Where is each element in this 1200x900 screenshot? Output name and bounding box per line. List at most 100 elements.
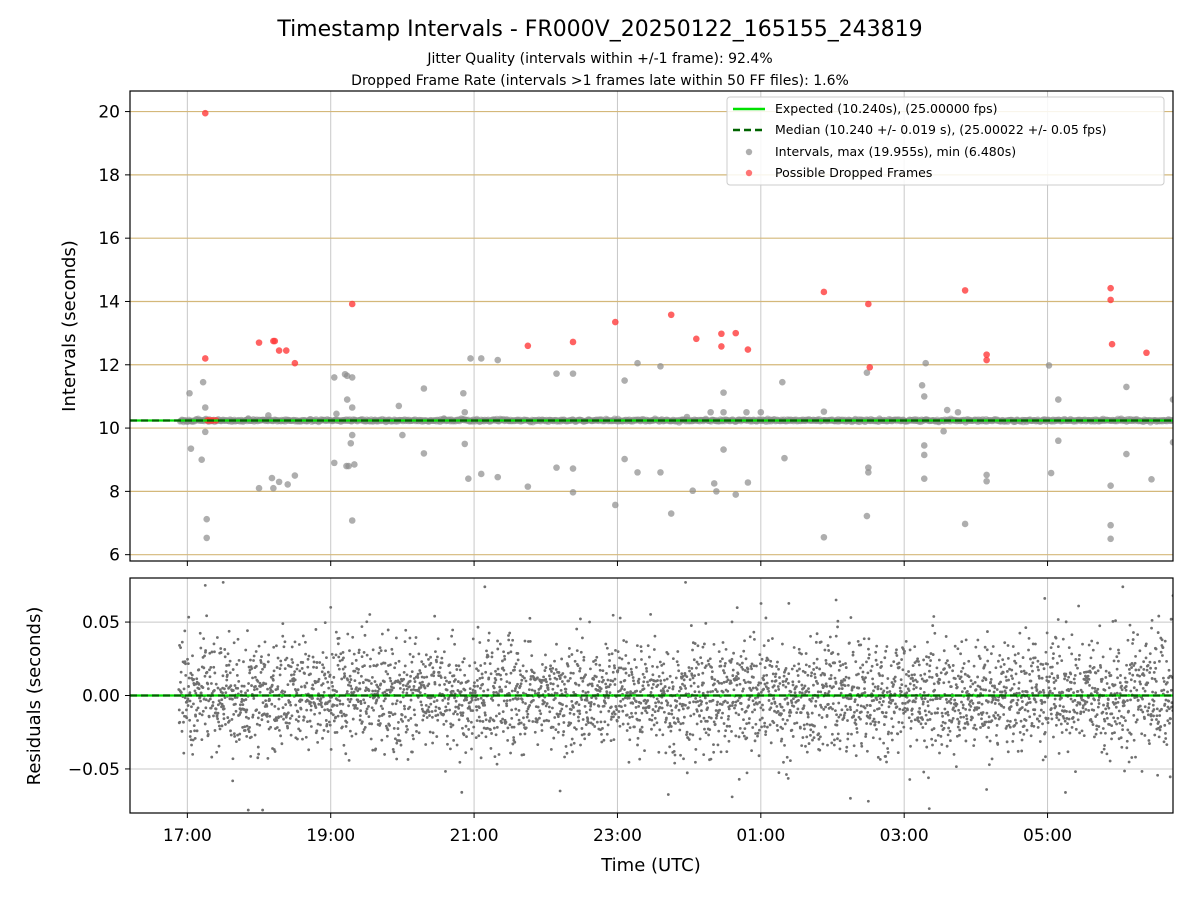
residual-point xyxy=(636,743,639,747)
residual-point xyxy=(865,722,869,725)
residual-point xyxy=(593,725,597,728)
residual-point xyxy=(818,735,822,739)
residual-point xyxy=(323,621,327,625)
residual-point xyxy=(658,660,662,664)
residual-point xyxy=(261,667,264,671)
residual-point xyxy=(918,706,921,710)
residual-point xyxy=(846,683,850,687)
residual-point xyxy=(926,704,930,708)
residual-point xyxy=(263,640,267,644)
residual-point xyxy=(798,691,802,694)
residual-point xyxy=(638,728,642,732)
residual-point xyxy=(734,703,737,707)
residual-point xyxy=(1036,717,1039,721)
residual-point xyxy=(471,691,475,695)
residual-point xyxy=(1020,670,1023,673)
residual-point xyxy=(332,719,336,723)
residual-point xyxy=(1049,646,1053,649)
interval-point xyxy=(781,454,788,462)
residual-point xyxy=(774,679,778,683)
residual-point xyxy=(303,672,306,675)
residual-point xyxy=(244,691,247,695)
residual-point xyxy=(726,701,729,705)
residual-point xyxy=(856,639,860,643)
residual-point xyxy=(267,653,271,657)
residual-point xyxy=(1078,702,1082,706)
residual-point xyxy=(706,659,710,663)
residual-point xyxy=(312,660,316,664)
residual-point xyxy=(453,642,457,646)
legend-dropped-swatch xyxy=(745,169,753,177)
residual-point xyxy=(816,690,820,694)
residual-point xyxy=(731,700,735,704)
residual-point xyxy=(1059,722,1063,726)
residual-point xyxy=(538,709,542,713)
residual-point xyxy=(308,719,312,723)
interval-point xyxy=(345,462,352,470)
residual-point xyxy=(412,677,416,680)
residual-point xyxy=(354,704,358,707)
residual-point xyxy=(695,709,699,713)
residual-point xyxy=(689,714,693,718)
residual-point xyxy=(869,669,873,673)
residual-point xyxy=(1084,708,1088,711)
residual-point xyxy=(255,708,259,712)
residual-point xyxy=(345,721,349,724)
residual-point xyxy=(315,666,319,669)
residual-point xyxy=(603,696,607,699)
residual-point xyxy=(277,707,280,711)
residual-point xyxy=(794,685,798,688)
residual-point xyxy=(372,708,375,712)
residual-point xyxy=(822,684,826,688)
residual-point xyxy=(656,683,660,687)
residual-point xyxy=(873,685,877,689)
residual-point xyxy=(698,714,701,718)
residual-point xyxy=(357,668,360,671)
residual-point xyxy=(553,659,556,663)
residual-point xyxy=(631,701,635,705)
residual-point xyxy=(953,677,957,681)
residual-point xyxy=(698,737,702,741)
residual-point xyxy=(548,674,551,678)
residual-point xyxy=(1022,724,1026,728)
residual-point xyxy=(1070,726,1074,729)
residual-point xyxy=(842,714,846,717)
residual-point xyxy=(687,666,691,669)
residual-point xyxy=(639,645,643,649)
residual-point xyxy=(795,721,799,725)
residual-point xyxy=(929,652,933,655)
residual-point xyxy=(1097,725,1101,728)
residual-point xyxy=(611,670,615,674)
residual-point xyxy=(420,675,424,679)
residual-point xyxy=(589,700,593,704)
residual-point xyxy=(874,650,878,654)
residual-point xyxy=(556,684,560,688)
residual-point xyxy=(183,660,187,664)
residual-point xyxy=(897,661,901,665)
residual-point xyxy=(781,727,784,731)
residual-point xyxy=(886,677,890,680)
residual-point xyxy=(208,675,212,679)
residual-point xyxy=(341,725,344,729)
residual-point xyxy=(483,662,487,665)
residual-point xyxy=(370,676,374,679)
residual-point xyxy=(204,706,208,710)
residual-point xyxy=(783,743,786,747)
residual-point xyxy=(671,657,675,661)
residual-point xyxy=(927,776,930,780)
interval-point xyxy=(347,439,355,447)
residual-point xyxy=(1053,687,1057,690)
residual-point xyxy=(297,643,301,646)
dropped-frame-point xyxy=(1107,296,1114,304)
residual-point xyxy=(772,721,776,725)
residual-point xyxy=(669,729,673,733)
residual-point xyxy=(956,717,959,721)
residual-point xyxy=(529,677,533,681)
residual-point xyxy=(483,711,487,715)
residual-point xyxy=(867,656,871,660)
residual-point xyxy=(551,687,555,691)
residual-point xyxy=(802,723,806,727)
residual-point xyxy=(1013,653,1017,657)
residual-point xyxy=(759,681,763,685)
residual-point xyxy=(639,701,643,705)
